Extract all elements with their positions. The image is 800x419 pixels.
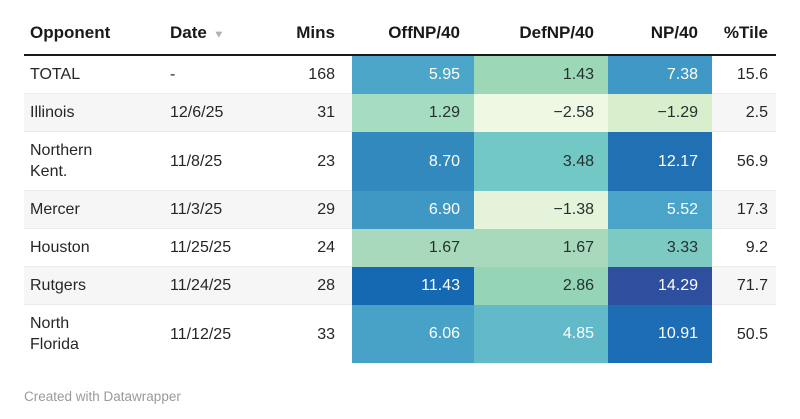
offnp40-heatmap-cell: 6.90 [352,190,474,229]
col-header-np40[interactable]: NP/40 [608,13,712,56]
mins-cell: 29 [287,190,352,229]
mins-cell: 23 [287,131,352,191]
col-header-date[interactable]: Date ▼ [160,13,287,56]
ptile-cell: 50.5 [712,304,776,363]
col-header-date-label: Date [170,23,207,42]
np40-heatmap-cell: −1.29 [608,93,712,132]
np40-heatmap-cell: 3.33 [608,228,712,267]
date-cell: 11/8/25 [160,131,287,191]
datawrapper-table-page: Opponent Date ▼ Mins OffNP/40 DefNP/40 NP… [24,13,776,404]
defnp40-heatmap-cell: 3.48 [474,131,608,191]
defnp40-heatmap-cell: −2.58 [474,93,608,132]
table-row: North Florida 11/12/25 33 6.06 4.85 10.9… [24,304,776,363]
ptile-cell: 15.6 [736,66,768,83]
offnp40-heatmap-cell: 1.29 [352,93,474,132]
defnp40-heatmap-cell: 1.43 [474,55,608,94]
ptile-cell: 71.7 [712,266,776,305]
date-cell: 11/24/25 [160,266,287,305]
table-header: Opponent Date ▼ Mins OffNP/40 DefNP/40 NP… [24,13,776,56]
offnp40-heatmap-cell: 5.95 [352,55,474,94]
header-row: Opponent Date ▼ Mins OffNP/40 DefNP/40 NP… [24,13,776,56]
offnp40-heatmap-cell: 6.06 [352,304,474,363]
defnp40-heatmap-cell: 2.86 [474,266,608,305]
col-header-opponent[interactable]: Opponent [24,13,160,56]
col-header-ptile[interactable]: %Tile [712,13,776,56]
ptile-cell: 2.5 [712,93,776,132]
table-row: Northern Kent. 11/8/25 23 8.70 3.48 12.1… [24,131,776,191]
table-row: Mercer 11/3/25 29 6.90 −1.38 5.52 17.3 [24,190,776,229]
col-header-mins[interactable]: Mins [287,13,352,56]
mins-cell: 168 [308,66,335,83]
mins-cell: 28 [287,266,352,305]
np40-heatmap-cell: 7.38 [608,55,712,94]
col-header-offnp40[interactable]: OffNP/40 [352,13,474,56]
date-cell: 11/12/25 [160,304,287,363]
date-cell: 11/25/25 [160,228,287,267]
opponent-cell: North Florida [24,304,160,363]
ptile-cell: 17.3 [712,190,776,229]
opponent-cell: Rutgers [24,266,160,305]
table-row: Houston 11/25/25 24 1.67 1.67 3.33 9.2 [24,228,776,267]
opponent-cell: Mercer [24,190,160,229]
col-header-defnp40[interactable]: DefNP/40 [474,13,608,56]
np40-heatmap-cell: 12.17 [608,131,712,191]
opponent-cell: Illinois [24,93,160,132]
np40-heatmap-cell: 5.52 [608,190,712,229]
mins-cell: 33 [287,304,352,363]
table-row: TOTAL - 168 5.95 1.43 7.38 15.6 [24,55,776,94]
date-cell: 11/3/25 [160,190,287,229]
stats-table: Opponent Date ▼ Mins OffNP/40 DefNP/40 NP… [24,13,776,363]
mins-cell: 31 [287,93,352,132]
defnp40-heatmap-cell: 4.85 [474,304,608,363]
offnp40-heatmap-cell: 8.70 [352,131,474,191]
defnp40-heatmap-cell: 1.67 [474,228,608,267]
np40-heatmap-cell: 10.91 [608,304,712,363]
defnp40-heatmap-cell: −1.38 [474,190,608,229]
date-cell: - [170,66,176,83]
offnp40-heatmap-cell: 1.67 [352,228,474,267]
opponent-cell: TOTAL [30,66,81,83]
ptile-cell: 56.9 [712,131,776,191]
date-cell: 12/6/25 [160,93,287,132]
offnp40-heatmap-cell: 11.43 [352,266,474,305]
table-row: Rutgers 11/24/25 28 11.43 2.86 14.29 71.… [24,266,776,305]
datawrapper-credit: Created with Datawrapper [24,389,181,404]
table-body: TOTAL - 168 5.95 1.43 7.38 15.6 Illinois… [24,55,776,363]
opponent-cell: Houston [24,228,160,267]
sort-desc-icon: ▼ [212,28,225,40]
mins-cell: 24 [287,228,352,267]
opponent-cell: Northern Kent. [24,131,160,191]
np40-heatmap-cell: 14.29 [608,266,712,305]
ptile-cell: 9.2 [712,228,776,267]
table-row: Illinois 12/6/25 31 1.29 −2.58 −1.29 2.5 [24,93,776,132]
